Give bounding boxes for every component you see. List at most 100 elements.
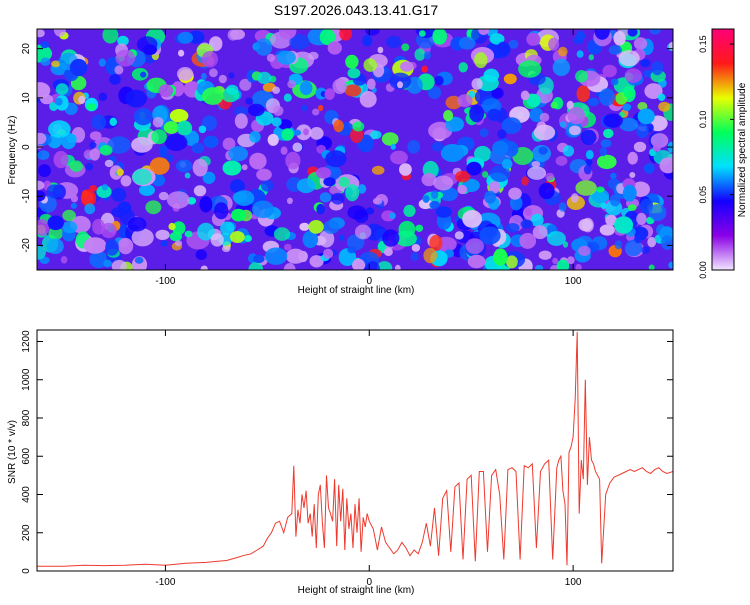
heatmap-cell xyxy=(89,185,98,192)
heatmap-cell xyxy=(152,116,164,128)
heatmap-cell xyxy=(199,196,213,213)
heatmap-cell xyxy=(552,257,558,265)
heatmap-cell xyxy=(69,160,83,172)
heatmap-cell xyxy=(474,52,488,69)
heatmap-cell xyxy=(287,80,297,89)
heatmap-cell xyxy=(140,71,147,78)
heatmap-cell xyxy=(37,180,45,190)
heatmap-cell xyxy=(37,245,46,260)
heatmap-cell xyxy=(596,186,605,193)
colorbar-ticks: 0.00 0.05 0.10 0.15 xyxy=(698,35,734,279)
heatmap-cell xyxy=(184,230,193,238)
heatmap-cell xyxy=(415,224,424,232)
heatmap-cell xyxy=(86,103,97,111)
heatmap-cell xyxy=(267,133,279,146)
heatmap-cell xyxy=(51,60,61,68)
heatmap-cell xyxy=(657,93,666,101)
heatmap-cell xyxy=(359,91,377,108)
heatmap-cell xyxy=(585,150,594,160)
heatmap-cell xyxy=(352,121,365,132)
heatmap-cell xyxy=(289,34,310,50)
heatmap-cell xyxy=(403,204,416,217)
line-y-tick-label: 400 xyxy=(21,486,32,503)
heatmap-cell xyxy=(111,187,127,202)
heatmap-cell xyxy=(318,104,324,112)
heatmap-cell xyxy=(618,50,640,67)
heatmap-cell xyxy=(278,29,297,40)
colorbar: 0.00 0.05 0.10 0.15 Normalized spectral amp… xyxy=(698,28,748,279)
heatmap-cell xyxy=(222,160,242,176)
heatmap-cell xyxy=(429,200,441,209)
heatmap-cell xyxy=(175,159,193,173)
heatmap-cell xyxy=(166,154,174,162)
heatmap-cell xyxy=(647,236,657,248)
heatmap-cell xyxy=(548,37,560,51)
heatmap-cell xyxy=(273,227,291,241)
heatmap-cell xyxy=(114,65,124,75)
heatmap-cell xyxy=(193,185,207,197)
heatmap-cell xyxy=(309,255,324,268)
heatmap-cell xyxy=(218,74,227,84)
heatmap-cell xyxy=(177,31,194,44)
line-y-tick-label: 1200 xyxy=(21,330,32,353)
heatmap-cell xyxy=(439,187,458,202)
heatmap-cell xyxy=(489,165,511,183)
heatmap-cell xyxy=(550,101,558,109)
heatmap-cell xyxy=(227,29,239,41)
heatmap-cell xyxy=(120,175,132,187)
line-panel-frame xyxy=(36,329,674,572)
heatmap-cell xyxy=(104,159,114,168)
heatmap-cell xyxy=(54,97,63,106)
heatmap-cell xyxy=(580,129,597,145)
heatmap-cell xyxy=(603,128,614,139)
heatmap-y-tick-label: 0 xyxy=(21,144,32,150)
heatmap-cell xyxy=(652,144,661,152)
heatmap-cell xyxy=(134,256,144,264)
heatmap-cell xyxy=(37,82,51,99)
heatmap-cell xyxy=(431,141,444,152)
line-x-tick-label: -100 xyxy=(155,577,175,588)
heatmap-cell xyxy=(315,167,332,179)
heatmap-cell xyxy=(660,235,673,251)
heatmap-cell xyxy=(458,62,468,73)
heatmap-cell xyxy=(484,190,496,204)
heatmap-cell xyxy=(423,51,432,60)
heatmap-cell xyxy=(239,78,252,91)
heatmap-cell xyxy=(566,100,574,110)
heatmap-cell xyxy=(641,246,650,254)
heatmap-cell xyxy=(132,168,153,185)
heatmap-cell xyxy=(316,203,326,215)
heatmap-cell xyxy=(492,140,509,155)
heatmap-cell xyxy=(249,131,261,143)
heatmap-cell xyxy=(600,202,607,210)
heatmap-cell xyxy=(568,125,581,136)
heatmap-y-tick-label: -10 xyxy=(21,189,32,204)
heatmap-cell xyxy=(264,247,288,265)
heatmap-cell xyxy=(465,238,484,255)
heatmap-cell xyxy=(497,41,509,56)
heatmap-cell xyxy=(526,93,541,108)
heatmap-cell xyxy=(497,129,507,139)
heatmap-cell xyxy=(174,240,183,247)
heatmap-cell xyxy=(390,150,408,165)
heatmap-cells xyxy=(37,29,673,270)
heatmap-cell xyxy=(599,224,615,236)
heatmap-cell xyxy=(230,179,245,194)
heatmap-cell xyxy=(487,108,501,122)
heatmap-cell xyxy=(286,197,293,204)
heatmap-cell xyxy=(48,120,71,138)
heatmap-cell xyxy=(634,234,642,244)
heatmap-cell xyxy=(271,117,282,127)
heatmap-cell xyxy=(99,144,113,156)
heatmap-cell xyxy=(347,246,357,254)
heatmap-cell xyxy=(614,216,634,234)
heatmap-y-tick-label: 10 xyxy=(21,92,32,104)
heatmap-cell xyxy=(556,259,570,270)
heatmap-cell xyxy=(427,86,442,99)
heatmap-cell xyxy=(640,58,651,68)
heatmap-cell xyxy=(421,65,429,73)
heatmap-cell xyxy=(303,128,309,136)
heatmap-cell xyxy=(192,158,208,177)
heatmap-cell xyxy=(545,172,555,181)
